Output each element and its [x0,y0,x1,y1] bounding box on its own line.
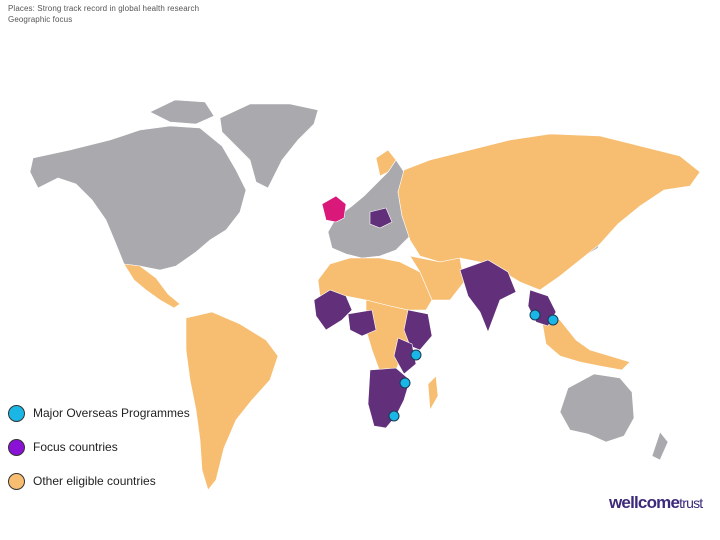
legend-item-eligible: Other eligible countries [8,464,190,498]
programme-marker-malawi [399,377,411,389]
region-southeast-asia [539,309,631,371]
region-canada-islands [149,99,215,125]
region-greenland [219,103,319,189]
programme-marker-vietnam [547,314,559,326]
programme-marker-kenya [410,349,422,361]
region-russia-asia [397,133,701,291]
legend-swatch-focus [8,438,25,456]
page-header: Places: Strong track record in global he… [8,3,199,25]
legend-label-eligible: Other eligible countries [33,474,156,488]
legend-label-focus: Focus countries [33,440,118,454]
legend-item-focus: Focus countries [8,430,190,464]
wellcome-trust-logo: wellcometrust [609,493,703,513]
region-east-africa [403,309,433,351]
legend-swatch-eligible [8,472,25,490]
page-title: Places: Strong track record in global he… [8,4,200,13]
region-north-america [29,125,247,271]
programme-marker-south-africa [388,410,400,422]
region-middle-east [409,255,465,301]
region-australia [559,373,635,443]
region-united-kingdom [321,195,347,223]
region-west-africa [313,289,353,331]
legend-swatch-programmes [8,404,25,422]
region-india [459,259,517,333]
region-south-america [185,311,279,491]
region-nordics [375,149,397,177]
region-new-zealand [651,431,669,461]
eligible-regions [123,133,701,491]
legend-item-programmes: Major Overseas Programmes [8,396,190,430]
region-poland [369,207,393,229]
programme-markers [388,309,559,422]
region-ghana-nigeria [347,309,377,337]
region-madagascar [427,375,439,411]
page-subtitle: Geographic focus [8,15,73,24]
logo-main-text: wellcome [609,493,680,512]
map-legend: Major Overseas Programmes Focus countrie… [8,396,190,498]
programme-marker-thailand [529,309,541,321]
focus-regions [313,207,557,429]
region-malawi-zambia [393,337,417,375]
logo-sub-text: trust [679,495,703,511]
region-central-america [123,263,181,309]
legend-label-programmes: Major Overseas Programmes [33,406,190,420]
region-southern-africa [367,367,411,429]
